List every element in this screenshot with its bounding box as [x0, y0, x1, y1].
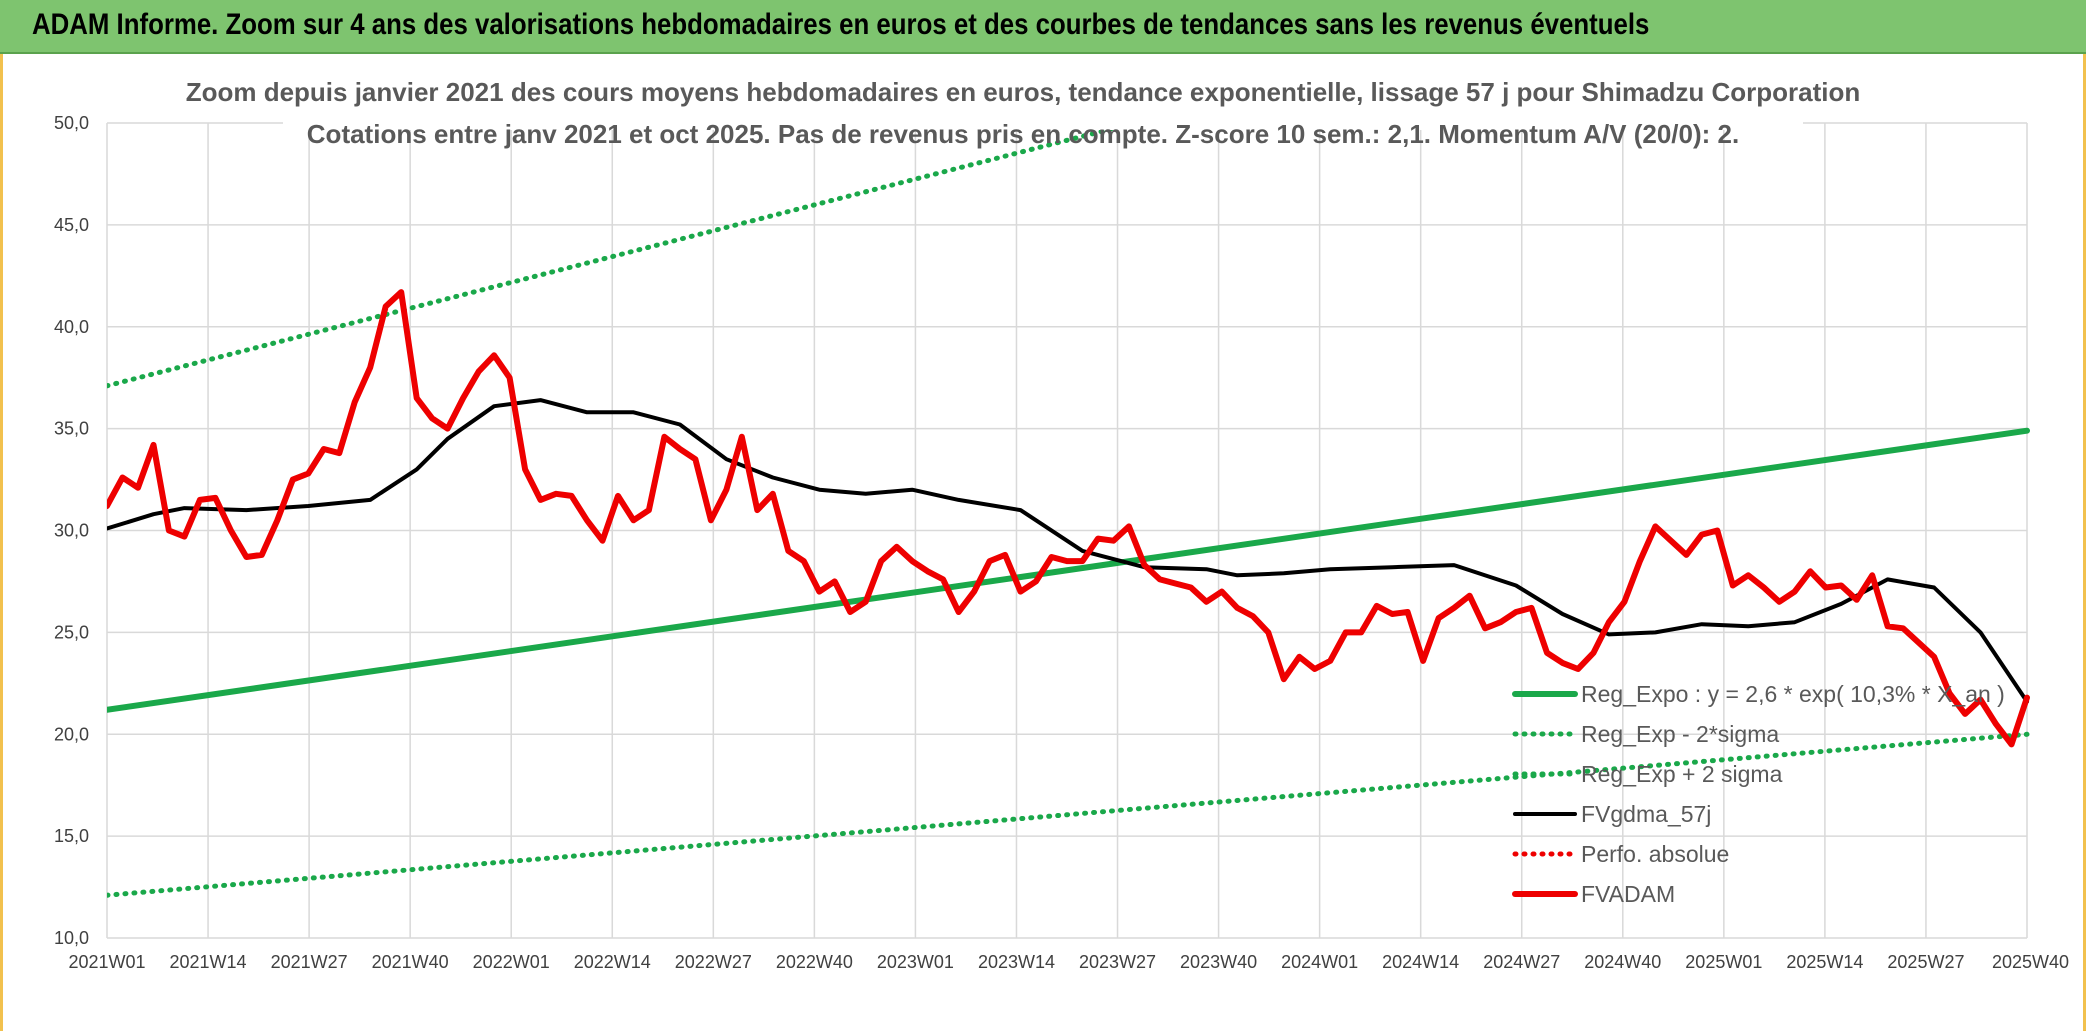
x-axis: 2021W01 2021W14 2021W27 2021W40 2022W01 2022W… [68, 952, 2069, 972]
gridlines [106, 122, 2028, 939]
x-tick-label: 2023W14 [978, 952, 1055, 972]
banner-title: ADAM Informe. Zoom sur 4 ans des valoris… [32, 8, 1650, 41]
x-tick-label: 2023W01 [877, 952, 954, 972]
x-tick-label: 2024W14 [1382, 952, 1459, 972]
x-tick-label: 2025W40 [1992, 952, 2069, 972]
x-tick-label: 2022W27 [675, 952, 752, 972]
chart-frame: 10,0 15,0 20,0 25,0 30,0 35,0 40,0 45,0 50,0 202… [0, 54, 2086, 1031]
legend-label: FVADAM [1581, 881, 1675, 907]
y-tick-label: 40,0 [54, 317, 89, 337]
x-tick-label: 2021W27 [271, 952, 348, 972]
legend-label: Reg_Exp - 2*sigma [1581, 721, 1779, 747]
report-banner: ADAM Informe. Zoom sur 4 ans des valoris… [0, 0, 2086, 54]
series-line-fvgdma-57j [107, 398, 2029, 704]
series-layer [107, 123, 2030, 898]
series-line-fvadam [107, 289, 2030, 748]
x-tick-label: 2024W40 [1584, 952, 1661, 972]
x-tick-label: 2023W40 [1180, 952, 1257, 972]
legend: Reg_Expo : y = 2,6 * exp( 10,3% * X_an )… [1512, 681, 2005, 907]
y-tick-label: 15,0 [54, 826, 89, 846]
title-background [283, 60, 1803, 130]
x-tick-label: 2025W14 [1786, 952, 1863, 972]
chart-title: Zoom depuis janvier 2021 des cours moyen… [186, 77, 1861, 107]
y-tick-label: 35,0 [54, 419, 89, 439]
series-line-reg-expo-y-2-6-exp-10-3-x-an [107, 427, 2030, 713]
series-line-reg-exp-2-sigma [107, 123, 1145, 389]
y-tick-label: 10,0 [54, 928, 89, 948]
x-tick-label: 2022W01 [473, 952, 550, 972]
legend-label: FVgdma_57j [1581, 801, 1711, 827]
legend-label: Reg_Exp + 2 sigma [1581, 761, 1783, 787]
x-tick-label: 2022W14 [574, 952, 651, 972]
legend-label: Perfo. absolue [1581, 841, 1729, 867]
y-tick-label: 45,0 [54, 215, 89, 235]
x-tick-label: 2023W27 [1079, 952, 1156, 972]
x-tick-label: 2021W01 [68, 952, 145, 972]
x-tick-label: 2024W27 [1483, 952, 1560, 972]
x-tick-label: 2022W40 [776, 952, 853, 972]
x-tick-label: 2025W27 [1887, 952, 1964, 972]
y-tick-label: 50,0 [54, 113, 89, 133]
x-tick-label: 2024W01 [1281, 952, 1358, 972]
x-tick-label: 2021W40 [372, 952, 449, 972]
x-tick-label: 2025W01 [1685, 952, 1762, 972]
x-tick-label: 2021W14 [170, 952, 247, 972]
chart-canvas: 10,0 15,0 20,0 25,0 30,0 35,0 40,0 45,0 50,0 202… [54, 60, 2069, 972]
series-line-reg-exp-2-sigma [107, 731, 2030, 898]
chart-subtitle: Cotations entre janv 2021 et oct 2025. P… [307, 119, 1739, 149]
y-tick-label: 30,0 [54, 521, 89, 541]
y-axis: 10,0 15,0 20,0 25,0 30,0 35,0 40,0 45,0 50,0 [54, 113, 89, 948]
legend-label: Reg_Expo : y = 2,6 * exp( 10,3% * X_an ) [1581, 681, 2005, 707]
y-tick-label: 25,0 [54, 622, 89, 642]
y-tick-label: 20,0 [54, 724, 89, 744]
